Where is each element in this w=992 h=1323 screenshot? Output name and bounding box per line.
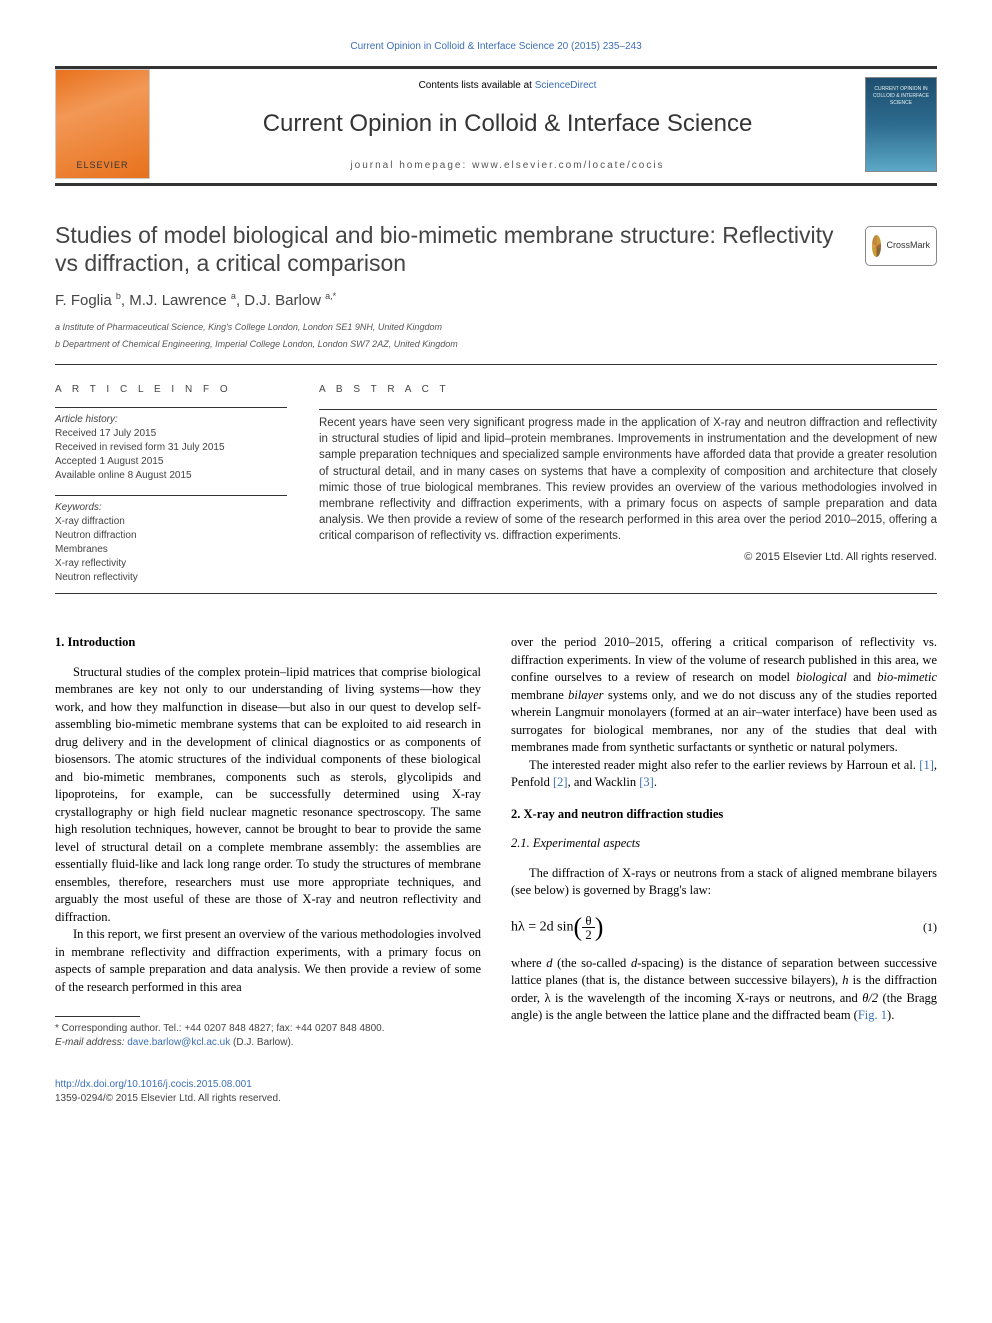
keywords-label: Keywords: <box>55 501 287 515</box>
email-line: E-mail address: dave.barlow@kcl.ac.uk (D… <box>55 1036 481 1050</box>
author-1: F. Foglia <box>55 292 116 309</box>
journal-homepage: journal homepage: www.elsevier.com/locat… <box>170 159 845 173</box>
keyword: Membranes <box>55 543 287 557</box>
info-divider <box>55 407 287 408</box>
article-info-block: A R T I C L E I N F O Article history: R… <box>55 383 287 585</box>
online: Available online 8 August 2015 <box>55 469 287 483</box>
para-4: The interested reader might also refer t… <box>511 757 937 792</box>
eq1-num: θ <box>582 914 595 928</box>
p6-post: ). <box>887 1008 894 1022</box>
keyword: X-ray diffraction <box>55 515 287 529</box>
abstract-divider <box>319 409 937 410</box>
keyword: Neutron reflectivity <box>55 571 287 585</box>
p6-it4: θ/2 <box>862 991 878 1005</box>
p3-mid2: membrane <box>511 688 568 702</box>
paren-open: ( <box>574 912 583 941</box>
top-citation-link[interactable]: Current Opinion in Colloid & Interface S… <box>55 40 937 54</box>
author-sep2: , D.J. Barlow <box>236 292 325 309</box>
section-2-heading: 2. X-ray and neutron diffraction studies <box>511 806 937 824</box>
abstract-text: Recent years have seen very significant … <box>319 415 937 544</box>
divider <box>55 364 937 365</box>
affiliation-b: b Department of Chemical Engineering, Im… <box>55 338 937 351</box>
crossmark-button[interactable]: CrossMark <box>865 226 937 266</box>
author-3-star: * <box>333 291 337 301</box>
journal-name: Current Opinion in Colloid & Interface S… <box>170 107 845 141</box>
p4-mid2: , and Wacklin <box>568 775 640 789</box>
para-6: where d (the so-called d-spacing) is the… <box>511 955 937 1025</box>
author-sep: , M.J. Lawrence <box>121 292 231 309</box>
body-text: 1. Introduction Structural studies of th… <box>55 634 937 1050</box>
p3-it1: biological <box>796 670 847 684</box>
journal-header-center: Contents lists available at ScienceDirec… <box>150 69 865 183</box>
section-1-heading: 1. Introduction <box>55 634 481 652</box>
article-info-heading: A R T I C L E I N F O <box>55 383 287 397</box>
fig-1-link[interactable]: Fig. 1 <box>858 1008 887 1022</box>
header-divider <box>55 183 937 186</box>
contents-prefix: Contents lists available at <box>419 80 535 91</box>
ref-3[interactable]: [3] <box>639 775 654 789</box>
p4-post: . <box>654 775 657 789</box>
email-label: E-mail address: <box>55 1037 127 1048</box>
ref-2[interactable]: [2] <box>553 775 568 789</box>
equation-1-label: (1) <box>923 919 937 936</box>
homepage-url[interactable]: www.elsevier.com/locate/cocis <box>472 160 665 171</box>
article-title: Studies of model biological and bio-mime… <box>55 221 850 279</box>
eq1-lhs: hλ = 2d sin <box>511 920 574 935</box>
authors: F. Foglia b, M.J. Lawrence a, D.J. Barlo… <box>55 290 937 311</box>
history-label: Article history: <box>55 413 287 427</box>
affiliation-a: a Institute of Pharmaceutical Science, K… <box>55 321 937 334</box>
para-5: The diffraction of X-rays or neutrons fr… <box>511 865 937 900</box>
received: Received 17 July 2015 <box>55 427 287 441</box>
footnote-divider <box>55 1016 140 1017</box>
contents-list: Contents lists available at ScienceDirec… <box>170 79 845 93</box>
revised: Received in revised form 31 July 2015 <box>55 441 287 455</box>
p6-mid1: (the so-called <box>552 956 631 970</box>
p3-it3: bilayer <box>568 688 603 702</box>
p3-it2: bio-mimetic <box>877 670 937 684</box>
crossmark-icon <box>872 235 881 257</box>
abstract-copyright: © 2015 Elsevier Ltd. All rights reserved… <box>319 550 937 565</box>
doi-link[interactable]: http://dx.doi.org/10.1016/j.cocis.2015.0… <box>55 1079 252 1090</box>
ref-1[interactable]: [1] <box>919 758 934 772</box>
sciencedirect-link[interactable]: ScienceDirect <box>535 80 597 91</box>
paren-close: ) <box>595 912 604 941</box>
email-name: (D.J. Barlow). <box>230 1037 293 1048</box>
divider <box>55 593 937 594</box>
equation-1: hλ = 2d sin(θ2) (1) <box>511 914 937 941</box>
elsevier-logo[interactable]: ELSEVIER <box>55 69 150 179</box>
accepted: Accepted 1 August 2015 <box>55 455 287 469</box>
elsevier-logo-text: ELSEVIER <box>76 159 128 172</box>
crossmark-label: CrossMark <box>886 239 930 252</box>
page-footer: http://dx.doi.org/10.1016/j.cocis.2015.0… <box>55 1078 937 1106</box>
para-2: In this report, we first present an over… <box>55 926 481 996</box>
email-link[interactable]: dave.barlow@kcl.ac.uk <box>127 1037 230 1048</box>
p6-pre: where <box>511 956 546 970</box>
para-1: Structural studies of the complex protei… <box>55 664 481 927</box>
journal-cover[interactable]: CURRENT OPINION IN COLLOID & INTERFACE S… <box>865 77 937 172</box>
para-3: over the period 2010–2015, offering a cr… <box>511 634 937 757</box>
p3-mid1: and <box>847 670 877 684</box>
p4-pre: The interested reader might also refer t… <box>529 758 919 772</box>
issn-copyright: 1359-0294/© 2015 Elsevier Ltd. All right… <box>55 1092 937 1106</box>
keyword: Neutron diffraction <box>55 529 287 543</box>
eq1-den: 2 <box>582 928 595 941</box>
abstract-block: A B S T R A C T Recent years have seen v… <box>319 383 937 585</box>
section-2-1-heading: 2.1. Experimental aspects <box>511 835 937 853</box>
corresponding-author: * Corresponding author. Tel.: +44 0207 8… <box>55 1022 481 1036</box>
info-divider <box>55 495 287 496</box>
homepage-label: journal homepage: <box>350 160 472 171</box>
author-3-aff: a, <box>325 291 333 301</box>
abstract-heading: A B S T R A C T <box>319 383 937 397</box>
equation-1-body: hλ = 2d sin(θ2) <box>511 914 923 941</box>
keyword: X-ray reflectivity <box>55 557 287 571</box>
journal-header: ELSEVIER Contents lists available at Sci… <box>55 66 937 183</box>
journal-cover-text: CURRENT OPINION IN COLLOID & INTERFACE S… <box>866 86 936 107</box>
